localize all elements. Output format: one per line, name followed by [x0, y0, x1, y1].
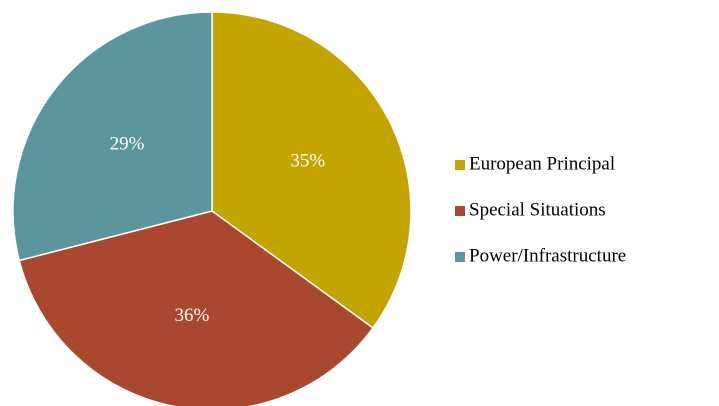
value-label: 35% — [290, 151, 325, 172]
legend-swatch — [455, 160, 465, 170]
legend-label: Special Situations — [469, 199, 606, 220]
legend-swatch — [455, 252, 465, 262]
legend-swatch — [455, 206, 465, 216]
legend-label: European Principal — [469, 153, 615, 174]
legend-label: Power/Infrastructure — [469, 245, 626, 266]
pie-slice — [18, 210, 375, 406]
value-label: 36% — [174, 305, 209, 326]
pie-slice — [12, 11, 213, 262]
value-label: 29% — [110, 133, 145, 154]
pie-slice — [211, 11, 412, 330]
